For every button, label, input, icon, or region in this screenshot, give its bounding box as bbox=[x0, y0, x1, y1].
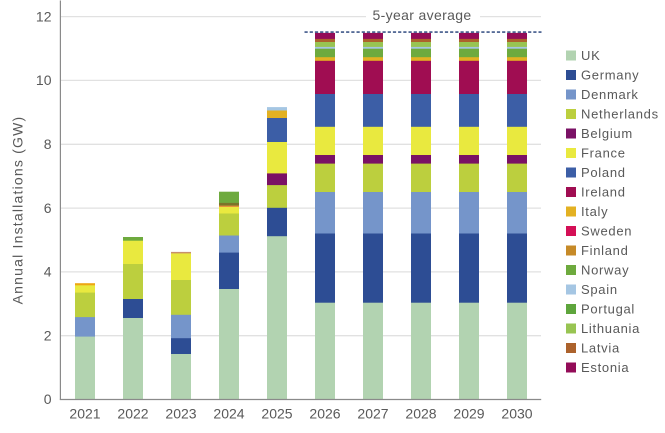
svg-text:2021: 2021 bbox=[69, 406, 100, 422]
svg-text:Sweden: Sweden bbox=[581, 223, 632, 238]
svg-text:Annual Installations (GW): Annual Installations (GW) bbox=[10, 116, 26, 305]
svg-text:2022: 2022 bbox=[117, 406, 148, 422]
svg-text:2029: 2029 bbox=[453, 406, 484, 422]
svg-text:UK: UK bbox=[581, 48, 600, 63]
svg-text:2025: 2025 bbox=[261, 406, 292, 422]
svg-text:12: 12 bbox=[36, 8, 52, 24]
svg-text:2027: 2027 bbox=[357, 406, 388, 422]
svg-text:2: 2 bbox=[44, 327, 52, 343]
svg-text:Finland: Finland bbox=[581, 243, 629, 258]
svg-text:0: 0 bbox=[44, 391, 52, 407]
svg-text:2023: 2023 bbox=[165, 406, 196, 422]
svg-text:Lithuania: Lithuania bbox=[581, 321, 640, 336]
svg-text:Germany: Germany bbox=[581, 67, 639, 82]
svg-text:France: France bbox=[581, 145, 626, 160]
svg-text:Portugal: Portugal bbox=[581, 301, 635, 316]
svg-text:6: 6 bbox=[44, 200, 52, 216]
svg-text:2030: 2030 bbox=[501, 406, 532, 422]
svg-text:5-year average: 5-year average bbox=[372, 7, 471, 23]
svg-text:2024: 2024 bbox=[213, 406, 244, 422]
svg-text:4: 4 bbox=[44, 264, 52, 280]
svg-text:8: 8 bbox=[44, 136, 52, 152]
svg-text:Spain: Spain bbox=[581, 282, 618, 297]
svg-text:Norway: Norway bbox=[581, 262, 629, 277]
svg-text:Estonia: Estonia bbox=[581, 360, 629, 375]
svg-text:2028: 2028 bbox=[405, 406, 436, 422]
svg-text:Denmark: Denmark bbox=[581, 87, 639, 102]
svg-text:Belgium: Belgium bbox=[581, 126, 633, 141]
svg-text:Italy: Italy bbox=[581, 204, 608, 219]
svg-text:Netherlands: Netherlands bbox=[581, 106, 659, 121]
svg-text:Poland: Poland bbox=[581, 165, 626, 180]
svg-text:Ireland: Ireland bbox=[581, 184, 626, 199]
svg-text:2026: 2026 bbox=[309, 406, 340, 422]
svg-text:10: 10 bbox=[36, 72, 52, 88]
svg-text:Latvia: Latvia bbox=[581, 340, 620, 355]
